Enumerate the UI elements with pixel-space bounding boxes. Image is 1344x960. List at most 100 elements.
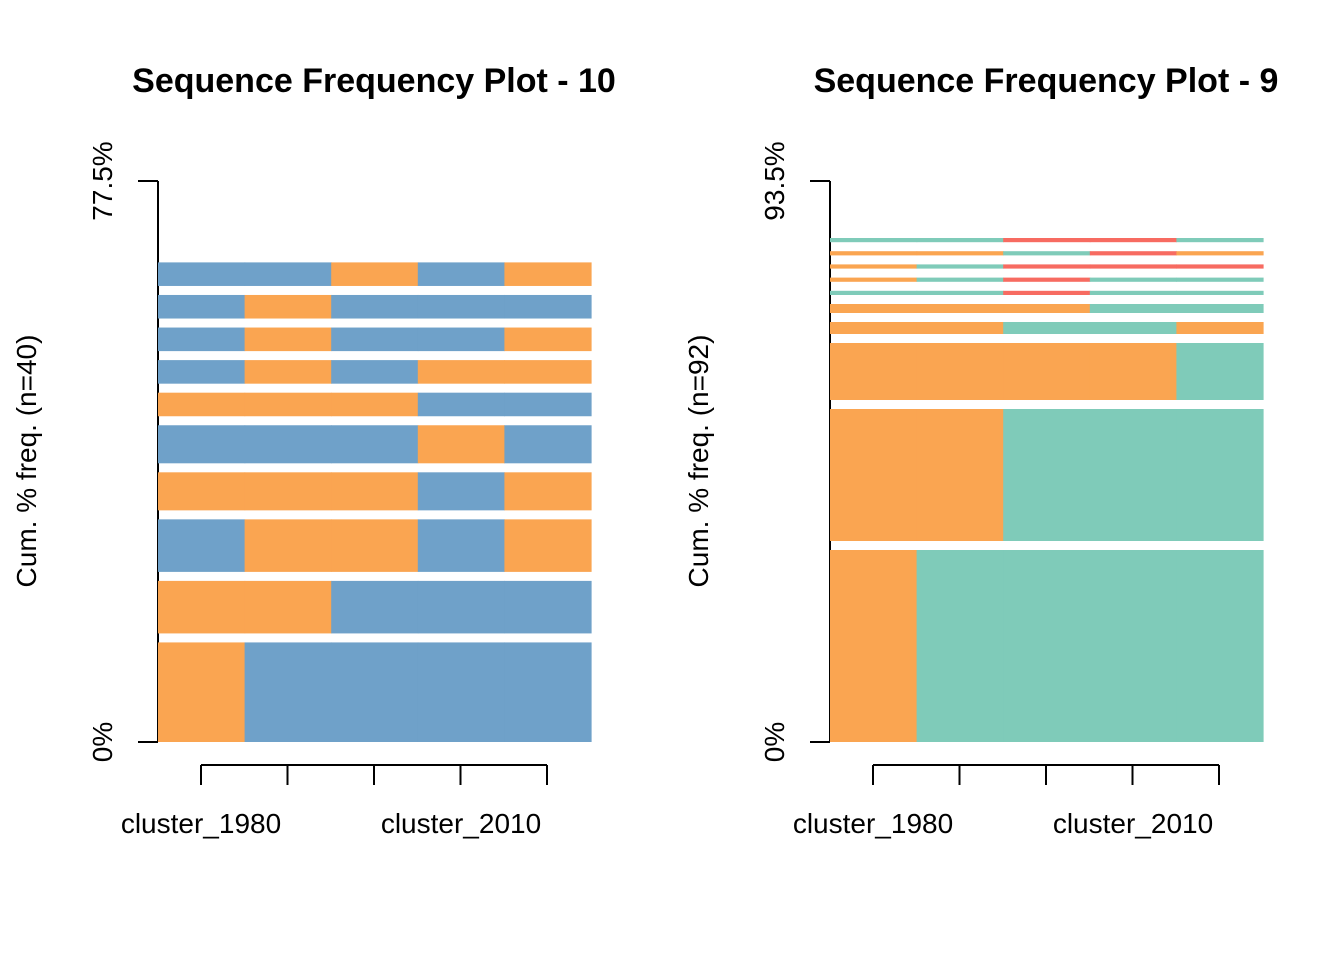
sequence-1-cell-5-state-A [504, 642, 592, 742]
sequence-1-cell-2-state-A [244, 642, 332, 742]
sequence-4-cell-2-state-B [916, 322, 1004, 334]
sequence-4-cell-4-state-A [417, 472, 505, 511]
sequence-7-cell-5-state-C [1176, 277, 1264, 282]
y-tick-label-min: 0% [87, 722, 118, 762]
sequence-8-cell-1-state-B [830, 264, 918, 269]
y-tick-label-min: 0% [759, 722, 790, 762]
sequence-6-cell-1-state-B [158, 392, 246, 417]
sequence-9-cell-4-state-D [1089, 251, 1177, 256]
sequence-3-cell-1-state-A [158, 519, 246, 572]
sequence-5-cell-2-state-B [916, 304, 1004, 313]
x-ticks [872, 765, 1220, 785]
sequence-2-cell-5-state-A [504, 580, 592, 634]
sequence-9-cell-2-state-B [244, 294, 332, 319]
x-tick-label-first: cluster_1980 [121, 808, 281, 839]
x-tick-label-fourth: cluster_2010 [1053, 808, 1213, 839]
sequence-9-cell-3-state-C [1003, 251, 1091, 256]
sequence-6-cell-3-state-D [1003, 290, 1091, 295]
sequence-4-cell-5-state-B [504, 472, 592, 511]
sequence-2-cell-2-state-B [244, 580, 332, 634]
sequence-2-cell-4-state-A [417, 580, 505, 634]
sequence-6-cell-1-state-C [830, 290, 918, 295]
sequence-10-cell-4-state-D [1089, 238, 1177, 243]
sequence-9-cell-5-state-B [1176, 251, 1264, 256]
sequence-2-cell-5-state-C [1176, 409, 1264, 541]
sequence-3-cell-5-state-C [1176, 343, 1264, 400]
sequence-8-cell-5-state-B [504, 327, 592, 352]
sequence-2-cell-3-state-A [331, 580, 419, 634]
sequence-10-cell-2-state-C [916, 238, 1004, 243]
sequence-4-cell-2-state-B [244, 472, 332, 511]
sequence-7-cell-2-state-C [916, 277, 1004, 282]
sequence-1-cell-2-state-C [916, 550, 1004, 742]
sequence-2-cell-2-state-B [916, 409, 1004, 541]
sequence-1-cell-5-state-C [1176, 550, 1264, 742]
sequence-7-cell-3-state-A [331, 360, 419, 384]
panel-cluster-9: Sequence Frequency Plot - 9 Cum. % freq.… [683, 62, 1278, 839]
sequence-8-cell-2-state-B [244, 327, 332, 352]
sequence-6-cell-5-state-C [1176, 290, 1264, 295]
sequence-10-cell-1-state-A [158, 262, 246, 286]
sequence-4-cell-3-state-C [1003, 322, 1091, 334]
panel-cluster-10: Sequence Frequency Plot - 10 Cum. % freq… [11, 62, 616, 839]
sequence-3-cell-3-state-B [1003, 343, 1091, 400]
sequence-2-cell-1-state-B [830, 409, 918, 541]
sequence-3-cell-3-state-B [331, 519, 419, 572]
sequence-6-cell-4-state-C [1089, 290, 1177, 295]
x-tick-label-fourth: cluster_2010 [381, 808, 541, 839]
sequence-5-cell-2-state-A [244, 425, 332, 464]
sequence-4-cell-1-state-B [830, 322, 918, 334]
sequence-6-cell-4-state-A [417, 392, 505, 417]
sequence-1-cell-1-state-B [830, 550, 918, 742]
sequence-5-cell-1-state-A [158, 425, 246, 464]
sequence-9-cell-4-state-A [417, 294, 505, 319]
sequence-5-cell-4-state-B [417, 425, 505, 464]
sequence-4-cell-1-state-B [158, 472, 246, 511]
sequence-5-cell-4-state-C [1089, 304, 1177, 313]
sequence-5-cell-5-state-C [1176, 304, 1264, 313]
sequence-10-cell-4-state-A [417, 262, 505, 286]
y-axis-label: Cum. % freq. (n=40) [11, 335, 42, 588]
sequence-1-cell-4-state-C [1089, 550, 1177, 742]
y-tick-label-max: 93.5% [759, 141, 790, 220]
sequence-2-cell-3-state-C [1003, 409, 1091, 541]
sequence-3-cell-2-state-B [916, 343, 1004, 400]
sequence-8-cell-4-state-A [417, 327, 505, 352]
sequence-5-cell-3-state-B [1003, 304, 1091, 313]
sequence-8-cell-2-state-C [916, 264, 1004, 269]
sequence-4-cell-5-state-B [1176, 322, 1264, 334]
sequence-3-cell-4-state-A [417, 519, 505, 572]
sequence-bars [830, 238, 1264, 742]
sequence-5-cell-1-state-B [830, 304, 918, 313]
chart-title: Sequence Frequency Plot - 10 [132, 62, 616, 100]
sequence-10-cell-1-state-C [830, 238, 918, 243]
sequence-9-cell-3-state-A [331, 294, 419, 319]
sequence-10-cell-5-state-C [1176, 238, 1264, 243]
sequence-8-cell-4-state-D [1089, 264, 1177, 269]
sequence-5-cell-5-state-A [504, 425, 592, 464]
sequence-3-cell-5-state-B [504, 519, 592, 572]
sequence-3-cell-1-state-B [830, 343, 918, 400]
sequence-9-cell-1-state-A [158, 294, 246, 319]
sequence-6-cell-5-state-A [504, 392, 592, 417]
sequence-7-cell-1-state-B [830, 277, 918, 282]
sequence-7-cell-3-state-D [1003, 277, 1091, 282]
sequence-9-cell-2-state-B [916, 251, 1004, 256]
sequence-7-cell-2-state-B [244, 360, 332, 384]
sequence-5-cell-3-state-A [331, 425, 419, 464]
sequence-8-cell-5-state-D [1176, 264, 1264, 269]
sequence-7-cell-1-state-A [158, 360, 246, 384]
chart-title: Sequence Frequency Plot - 9 [814, 62, 1279, 100]
sequence-9-cell-5-state-A [504, 294, 592, 319]
sequence-4-cell-4-state-C [1089, 322, 1177, 334]
x-tick-label-first: cluster_1980 [793, 808, 953, 839]
sequence-1-cell-4-state-A [417, 642, 505, 742]
sequence-10-cell-3-state-D [1003, 238, 1091, 243]
sequence-7-cell-5-state-B [504, 360, 592, 384]
sequence-7-cell-4-state-C [1089, 277, 1177, 282]
y-tick-label-max: 77.5% [87, 141, 118, 220]
sequence-10-cell-3-state-B [331, 262, 419, 286]
sequence-1-cell-3-state-C [1003, 550, 1091, 742]
sequence-1-cell-1-state-B [158, 642, 246, 742]
